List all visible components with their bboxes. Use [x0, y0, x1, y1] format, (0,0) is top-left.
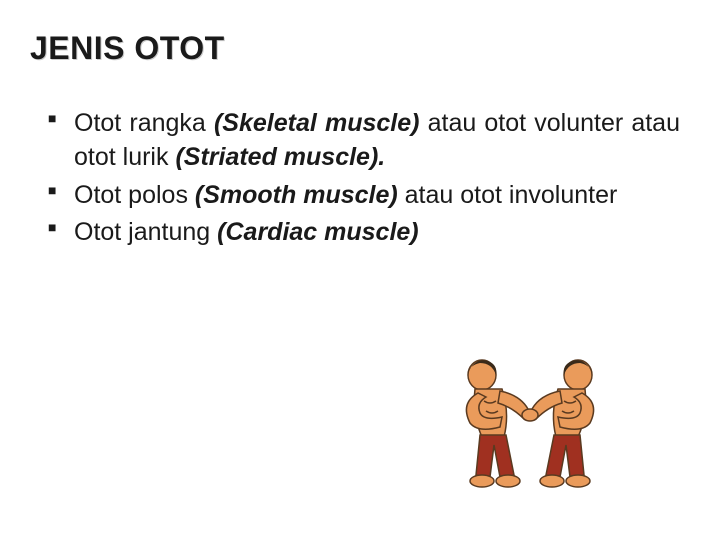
bullet-text-mid: atau otot involunter — [398, 181, 618, 209]
bullet-item: Otot jantung (Cardiac muscle) — [48, 216, 680, 250]
bullet-text-pre: Otot jantung — [74, 218, 217, 246]
bullet-item: Otot rangka (Skeletal muscle) atau otot … — [48, 107, 680, 175]
bullet-list: Otot rangka (Skeletal muscle) atau otot … — [30, 107, 680, 250]
wrestlers-illustration — [430, 345, 630, 505]
slide-content: JENIS OTOT Otot rangka (Skeletal muscle)… — [0, 0, 720, 274]
bullet-text-em: (Striated muscle). — [175, 143, 385, 171]
bullet-text-pre: Otot rangka — [74, 109, 214, 137]
slide-title: JENIS OTOT — [30, 30, 680, 67]
bullet-text-em: (Skeletal muscle) — [214, 109, 419, 137]
bullet-text-pre: Otot polos — [74, 181, 195, 209]
wrestlers-icon — [430, 345, 630, 505]
bullet-item: Otot polos (Smooth muscle) atau otot inv… — [48, 179, 680, 213]
bullet-text-em: (Cardiac muscle) — [217, 218, 418, 246]
bullet-text-em: (Smooth muscle) — [195, 181, 398, 209]
